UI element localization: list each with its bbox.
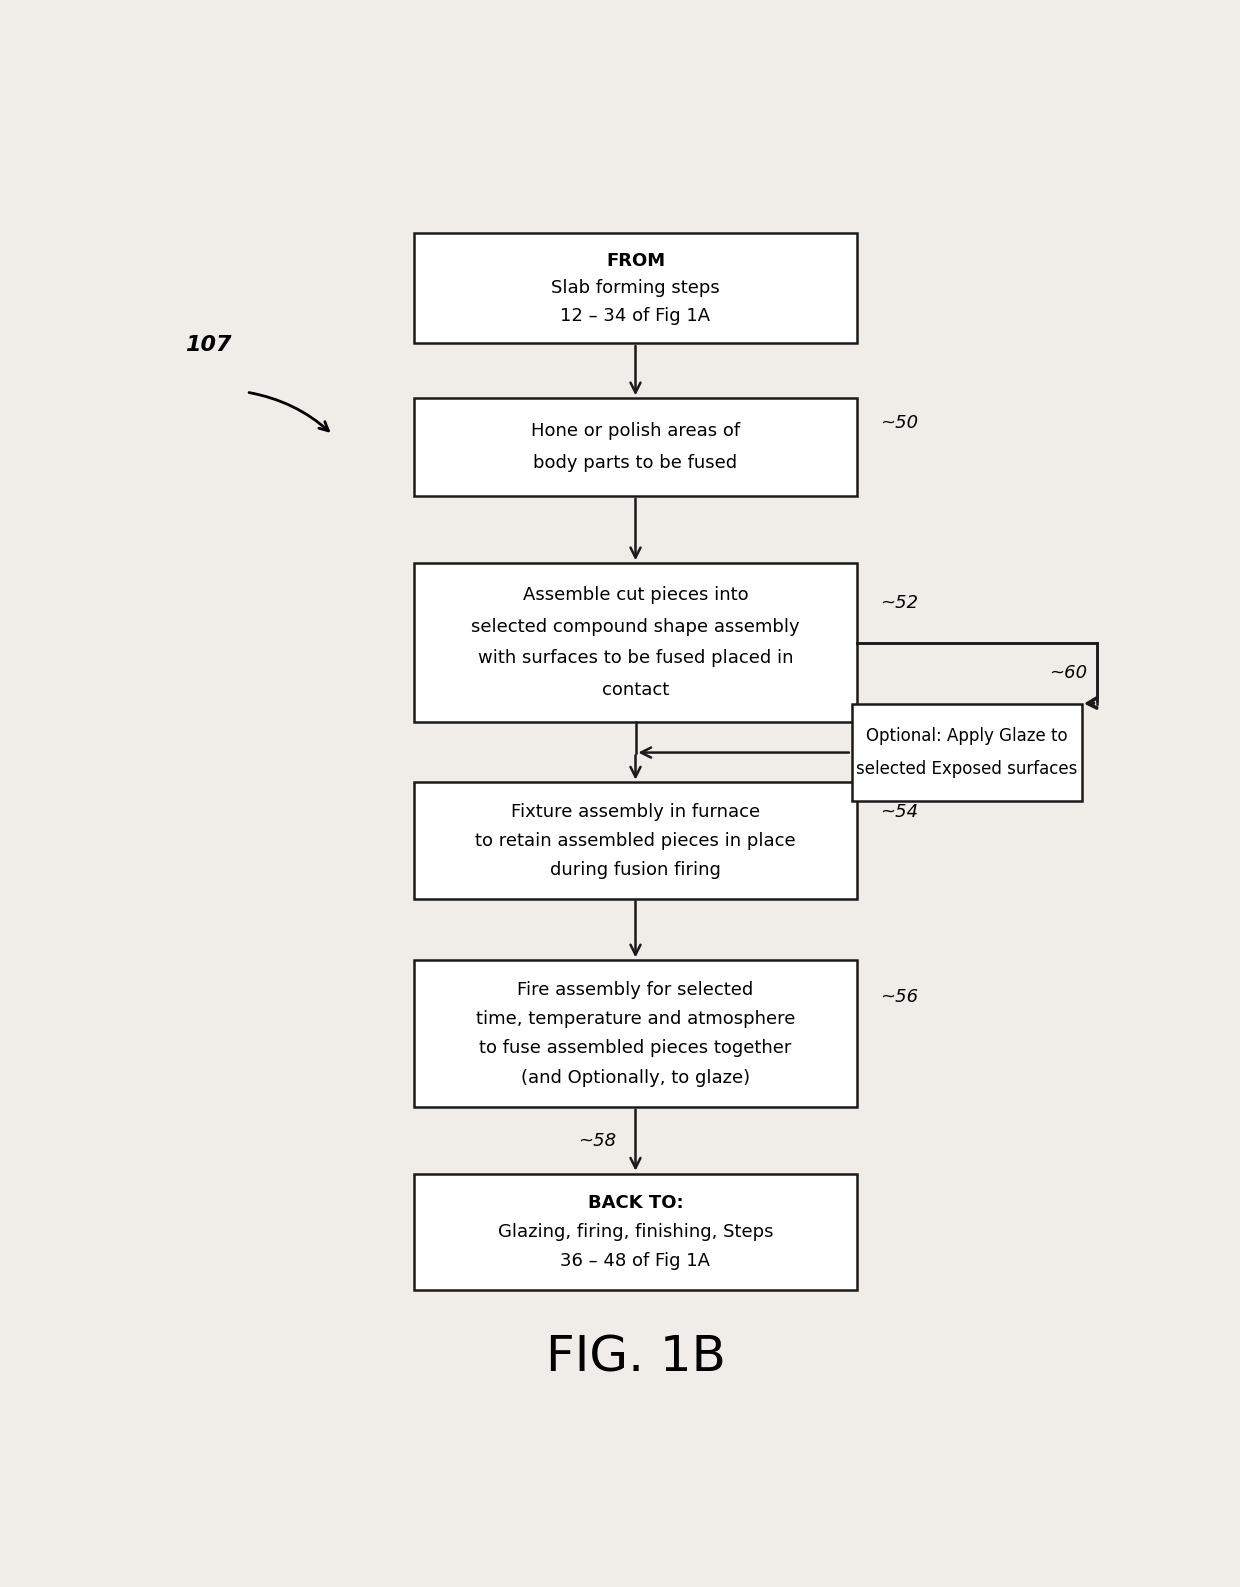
Bar — [414, 398, 857, 495]
Text: time, temperature and atmosphere: time, temperature and atmosphere — [476, 1009, 795, 1028]
Bar — [414, 233, 857, 343]
Text: ~54: ~54 — [880, 803, 919, 820]
Text: during fusion firing: during fusion firing — [551, 860, 720, 879]
Text: selected Exposed surfaces: selected Exposed surfaces — [857, 760, 1078, 778]
Text: FIG. 1B: FIG. 1B — [546, 1333, 725, 1381]
Text: to fuse assembled pieces together: to fuse assembled pieces together — [480, 1039, 791, 1057]
Text: selected compound shape assembly: selected compound shape assembly — [471, 617, 800, 636]
Text: Glazing, firing, finishing, Steps: Glazing, firing, finishing, Steps — [497, 1222, 774, 1241]
Text: 12 – 34 of Fig 1A: 12 – 34 of Fig 1A — [560, 306, 711, 325]
Bar — [414, 563, 857, 722]
Bar — [414, 960, 857, 1108]
Text: ~50: ~50 — [880, 414, 919, 432]
Text: to retain assembled pieces in place: to retain assembled pieces in place — [475, 832, 796, 849]
Text: FROM: FROM — [606, 252, 665, 270]
Text: Slab forming steps: Slab forming steps — [551, 279, 720, 297]
Text: BACK TO:: BACK TO: — [588, 1193, 683, 1211]
Text: 107: 107 — [185, 335, 231, 355]
Text: Optional: Apply Glaze to: Optional: Apply Glaze to — [867, 727, 1068, 746]
Text: Fire assembly for selected: Fire assembly for selected — [517, 981, 754, 998]
Text: contact: contact — [601, 681, 670, 700]
Text: ~52: ~52 — [880, 594, 919, 613]
Text: ~58: ~58 — [578, 1132, 616, 1151]
Bar — [414, 782, 857, 898]
Bar — [852, 703, 1083, 801]
Text: Hone or polish areas of: Hone or polish areas of — [531, 422, 740, 440]
Text: with surfaces to be fused placed in: with surfaces to be fused placed in — [477, 649, 794, 668]
Text: Fixture assembly in furnace: Fixture assembly in furnace — [511, 803, 760, 820]
Text: (and Optionally, to glaze): (and Optionally, to glaze) — [521, 1068, 750, 1087]
Text: Assemble cut pieces into: Assemble cut pieces into — [523, 586, 748, 605]
Bar — [414, 1173, 857, 1290]
Text: ~60: ~60 — [1049, 663, 1087, 682]
Text: body parts to be fused: body parts to be fused — [533, 454, 738, 473]
Text: 36 – 48 of Fig 1A: 36 – 48 of Fig 1A — [560, 1252, 711, 1270]
Text: ~56: ~56 — [880, 989, 919, 1006]
